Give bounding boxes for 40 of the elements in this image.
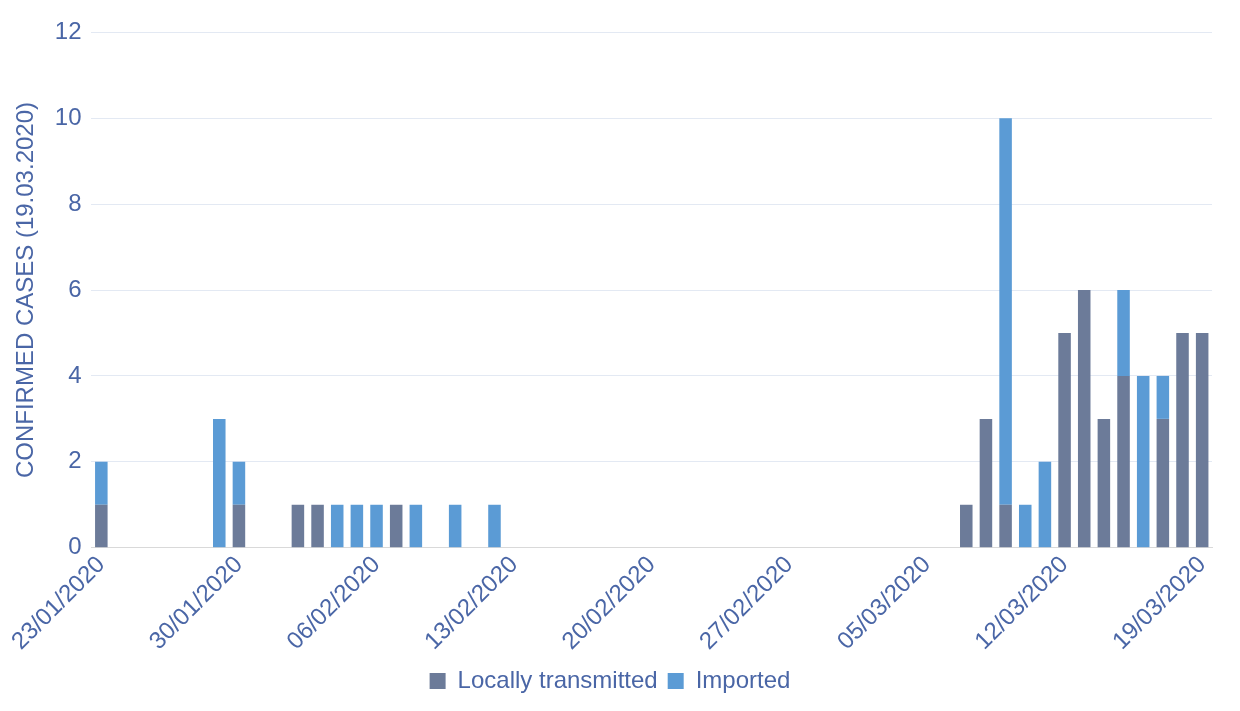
y-tick-label: 8 — [68, 188, 82, 216]
bar — [1117, 375, 1130, 548]
y-tick-label: 6 — [68, 274, 82, 302]
bar — [1156, 418, 1170, 548]
bar — [1038, 461, 1052, 548]
y-tick-label: 12 — [54, 17, 82, 45]
bar — [1176, 332, 1189, 548]
y-tick-label: 10 — [54, 102, 82, 130]
bar — [330, 504, 344, 548]
legend-label: Locally transmitted — [457, 665, 658, 693]
y-axis-title: CONFIRMED CASES (19.03.2020) — [11, 101, 39, 479]
bar — [1058, 332, 1071, 548]
y-tick-label: 0 — [68, 532, 82, 560]
bar — [1097, 418, 1111, 548]
bar — [979, 418, 993, 548]
bar — [960, 504, 973, 548]
bar — [389, 504, 403, 548]
bar — [350, 504, 364, 548]
bar — [1136, 375, 1150, 548]
bar — [95, 461, 108, 505]
bar — [232, 504, 246, 548]
bar — [311, 504, 324, 548]
bar — [1018, 504, 1032, 548]
bar — [999, 118, 1012, 505]
legend-label: Imported — [695, 665, 791, 693]
y-tick-label: 4 — [68, 360, 82, 388]
y-tick-label: 2 — [68, 446, 82, 474]
bar — [448, 504, 462, 548]
bar — [1117, 290, 1130, 376]
bar — [1156, 375, 1170, 419]
bar — [1195, 332, 1209, 548]
bar — [999, 504, 1012, 548]
bar — [370, 504, 383, 548]
bar — [488, 504, 501, 548]
bar — [291, 504, 305, 548]
bar — [232, 461, 246, 505]
bar — [213, 418, 226, 548]
bar — [409, 504, 423, 548]
bar — [95, 504, 108, 548]
bar — [1077, 290, 1091, 548]
